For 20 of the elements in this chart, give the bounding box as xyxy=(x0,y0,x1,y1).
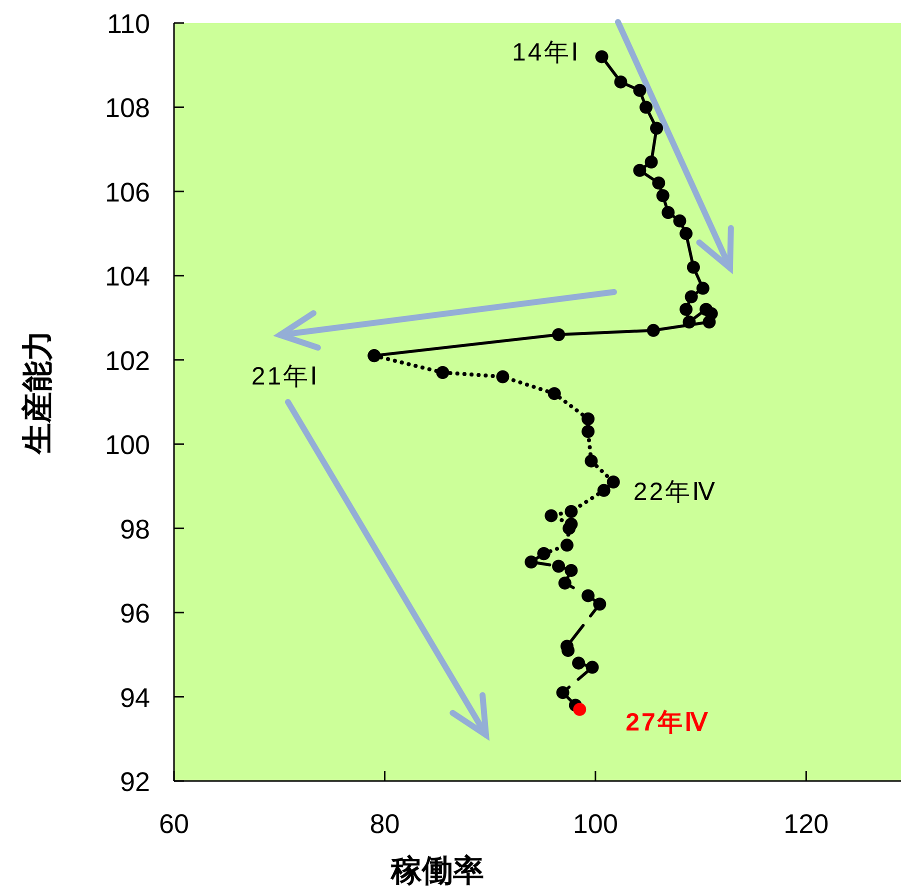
annotation: 27年Ⅳ xyxy=(626,708,710,736)
y-tick-label: 108 xyxy=(104,93,150,124)
y-tick-label: 98 xyxy=(120,514,150,544)
y-axis-title: 生産能力 xyxy=(20,330,55,455)
x-tick-label: 80 xyxy=(370,809,400,839)
y-tick-label: 100 xyxy=(104,430,150,460)
y-tick-label: 96 xyxy=(120,598,150,629)
y-tick-label: 102 xyxy=(104,346,150,376)
annotation: 21年Ⅰ xyxy=(251,362,320,391)
y-tick-label: 106 xyxy=(104,177,150,208)
x-tick-label: 60 xyxy=(158,809,190,839)
y-tick-label: 110 xyxy=(106,9,150,39)
y-tick-label: 92 xyxy=(120,767,150,797)
y-tick-label: 104 xyxy=(104,262,150,292)
annotation: 14年Ⅰ xyxy=(512,38,580,67)
y-tick-label: 94 xyxy=(120,682,150,713)
x-axis-title: 稼働率 xyxy=(390,853,484,887)
x-tick-label: 120 xyxy=(784,809,829,839)
annotation: 22年Ⅳ xyxy=(633,478,718,506)
x-tick-label: 100 xyxy=(572,809,618,839)
